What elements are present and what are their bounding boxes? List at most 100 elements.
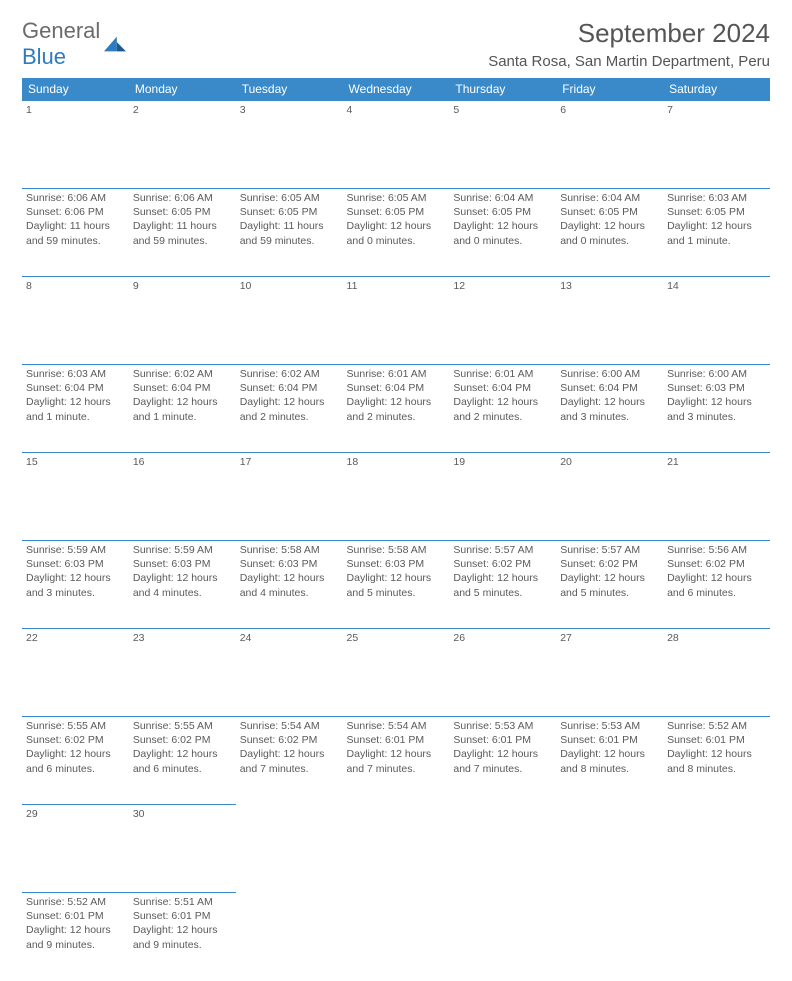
sunrise-line: Sunrise: 5:53 AM [453, 719, 552, 733]
day-number-cell: 30 [129, 805, 236, 893]
day-cell-body: Sunrise: 5:52 AMSunset: 6:01 PMDaylight:… [667, 719, 766, 776]
daylight-line: Daylight: 12 hours and 5 minutes. [560, 571, 659, 599]
day-cell: Sunrise: 6:00 AMSunset: 6:03 PMDaylight:… [663, 365, 770, 453]
day-cell [449, 893, 556, 981]
sunrise-line: Sunrise: 6:00 AM [560, 367, 659, 381]
daylight-line: Daylight: 12 hours and 7 minutes. [453, 747, 552, 775]
daylight-line: Daylight: 12 hours and 9 minutes. [133, 923, 232, 951]
day-number-cell: 3 [236, 101, 343, 189]
sunset-line: Sunset: 6:03 PM [133, 557, 232, 571]
day-cell: Sunrise: 6:03 AMSunset: 6:04 PMDaylight:… [22, 365, 129, 453]
day-number-cell: 4 [343, 101, 450, 189]
sunrise-line: Sunrise: 5:54 AM [347, 719, 446, 733]
sunset-line: Sunset: 6:01 PM [560, 733, 659, 747]
sunrise-line: Sunrise: 5:57 AM [453, 543, 552, 557]
day-cell-body: Sunrise: 5:58 AMSunset: 6:03 PMDaylight:… [347, 543, 446, 600]
day-cell: Sunrise: 5:57 AMSunset: 6:02 PMDaylight:… [449, 541, 556, 629]
day-cell: Sunrise: 6:04 AMSunset: 6:05 PMDaylight:… [449, 189, 556, 277]
day-number-cell: 18 [343, 453, 450, 541]
sunset-line: Sunset: 6:02 PM [560, 557, 659, 571]
sunrise-line: Sunrise: 6:01 AM [347, 367, 446, 381]
day-cell-body: Sunrise: 5:57 AMSunset: 6:02 PMDaylight:… [560, 543, 659, 600]
day-cell: Sunrise: 5:56 AMSunset: 6:02 PMDaylight:… [663, 541, 770, 629]
weekday-header: Tuesday [236, 78, 343, 101]
sunrise-line: Sunrise: 6:06 AM [26, 191, 125, 205]
daylight-line: Daylight: 12 hours and 6 minutes. [26, 747, 125, 775]
day-cell-body: Sunrise: 6:00 AMSunset: 6:03 PMDaylight:… [667, 367, 766, 424]
day-number-row: 22232425262728 [22, 629, 770, 717]
day-cell-body: Sunrise: 5:54 AMSunset: 6:01 PMDaylight:… [347, 719, 446, 776]
sunset-line: Sunset: 6:01 PM [26, 909, 125, 923]
day-cell-body: Sunrise: 6:01 AMSunset: 6:04 PMDaylight:… [347, 367, 446, 424]
sunset-line: Sunset: 6:05 PM [347, 205, 446, 219]
day-cell [236, 893, 343, 981]
weekday-header: Wednesday [343, 78, 450, 101]
day-cell-body: Sunrise: 5:53 AMSunset: 6:01 PMDaylight:… [560, 719, 659, 776]
sunrise-line: Sunrise: 6:05 AM [347, 191, 446, 205]
day-cell: Sunrise: 6:05 AMSunset: 6:05 PMDaylight:… [236, 189, 343, 277]
daylight-line: Daylight: 12 hours and 4 minutes. [240, 571, 339, 599]
day-cell-body: Sunrise: 6:02 AMSunset: 6:04 PMDaylight:… [240, 367, 339, 424]
day-cell-body: Sunrise: 5:59 AMSunset: 6:03 PMDaylight:… [26, 543, 125, 600]
daylight-line: Daylight: 12 hours and 3 minutes. [667, 395, 766, 423]
sunset-line: Sunset: 6:04 PM [26, 381, 125, 395]
weekday-header-row: SundayMondayTuesdayWednesdayThursdayFrid… [22, 78, 770, 101]
title-block: September 2024 Santa Rosa, San Martin De… [488, 18, 770, 70]
day-cell: Sunrise: 6:02 AMSunset: 6:04 PMDaylight:… [129, 365, 236, 453]
day-number-cell: 22 [22, 629, 129, 717]
sunset-line: Sunset: 6:01 PM [347, 733, 446, 747]
daylight-line: Daylight: 12 hours and 3 minutes. [26, 571, 125, 599]
day-cell-body: Sunrise: 6:04 AMSunset: 6:05 PMDaylight:… [560, 191, 659, 248]
day-number-row: 2930 [22, 805, 770, 893]
daylight-line: Daylight: 12 hours and 7 minutes. [240, 747, 339, 775]
week-row: Sunrise: 5:55 AMSunset: 6:02 PMDaylight:… [22, 717, 770, 805]
day-cell: Sunrise: 5:58 AMSunset: 6:03 PMDaylight:… [236, 541, 343, 629]
sunrise-line: Sunrise: 6:04 AM [560, 191, 659, 205]
sunset-line: Sunset: 6:06 PM [26, 205, 125, 219]
week-row: Sunrise: 6:06 AMSunset: 6:06 PMDaylight:… [22, 189, 770, 277]
day-number-cell: 5 [449, 101, 556, 189]
day-number-cell: 24 [236, 629, 343, 717]
daylight-line: Daylight: 12 hours and 1 minute. [133, 395, 232, 423]
day-cell-body: Sunrise: 6:06 AMSunset: 6:05 PMDaylight:… [133, 191, 232, 248]
daylight-line: Daylight: 12 hours and 1 minute. [26, 395, 125, 423]
day-number-cell: 1 [22, 101, 129, 189]
calendar-body: 1234567Sunrise: 6:06 AMSunset: 6:06 PMDa… [22, 101, 770, 981]
sunrise-line: Sunrise: 5:58 AM [240, 543, 339, 557]
sunset-line: Sunset: 6:01 PM [133, 909, 232, 923]
daylight-line: Daylight: 12 hours and 2 minutes. [240, 395, 339, 423]
day-number-cell: 26 [449, 629, 556, 717]
day-cell-body: Sunrise: 5:51 AMSunset: 6:01 PMDaylight:… [133, 895, 232, 952]
daylight-line: Daylight: 12 hours and 0 minutes. [560, 219, 659, 247]
sunrise-line: Sunrise: 6:04 AM [453, 191, 552, 205]
daylight-line: Daylight: 12 hours and 5 minutes. [347, 571, 446, 599]
day-cell-body: Sunrise: 5:58 AMSunset: 6:03 PMDaylight:… [240, 543, 339, 600]
day-cell-body: Sunrise: 5:54 AMSunset: 6:02 PMDaylight:… [240, 719, 339, 776]
day-cell-body: Sunrise: 6:05 AMSunset: 6:05 PMDaylight:… [347, 191, 446, 248]
daylight-line: Daylight: 12 hours and 9 minutes. [26, 923, 125, 951]
month-title: September 2024 [488, 18, 770, 49]
day-cell: Sunrise: 5:59 AMSunset: 6:03 PMDaylight:… [129, 541, 236, 629]
day-number-cell: 16 [129, 453, 236, 541]
day-cell-body: Sunrise: 6:01 AMSunset: 6:04 PMDaylight:… [453, 367, 552, 424]
day-number-cell: 7 [663, 101, 770, 189]
sunset-line: Sunset: 6:01 PM [667, 733, 766, 747]
sunrise-line: Sunrise: 6:06 AM [133, 191, 232, 205]
day-number-cell: 2 [129, 101, 236, 189]
day-cell: Sunrise: 6:01 AMSunset: 6:04 PMDaylight:… [343, 365, 450, 453]
sunrise-line: Sunrise: 6:03 AM [667, 191, 766, 205]
sunrise-line: Sunrise: 5:54 AM [240, 719, 339, 733]
logo-text-2: Blue [22, 44, 66, 69]
day-number-cell: 19 [449, 453, 556, 541]
sunset-line: Sunset: 6:04 PM [453, 381, 552, 395]
logo-text: General Blue [22, 18, 100, 70]
day-number-cell [236, 805, 343, 893]
sunset-line: Sunset: 6:02 PM [133, 733, 232, 747]
day-number-cell: 11 [343, 277, 450, 365]
calendar-table: SundayMondayTuesdayWednesdayThursdayFrid… [22, 78, 770, 981]
day-cell: Sunrise: 6:06 AMSunset: 6:06 PMDaylight:… [22, 189, 129, 277]
sunset-line: Sunset: 6:04 PM [347, 381, 446, 395]
day-number-cell: 10 [236, 277, 343, 365]
week-row: Sunrise: 5:59 AMSunset: 6:03 PMDaylight:… [22, 541, 770, 629]
daylight-line: Daylight: 11 hours and 59 minutes. [26, 219, 125, 247]
